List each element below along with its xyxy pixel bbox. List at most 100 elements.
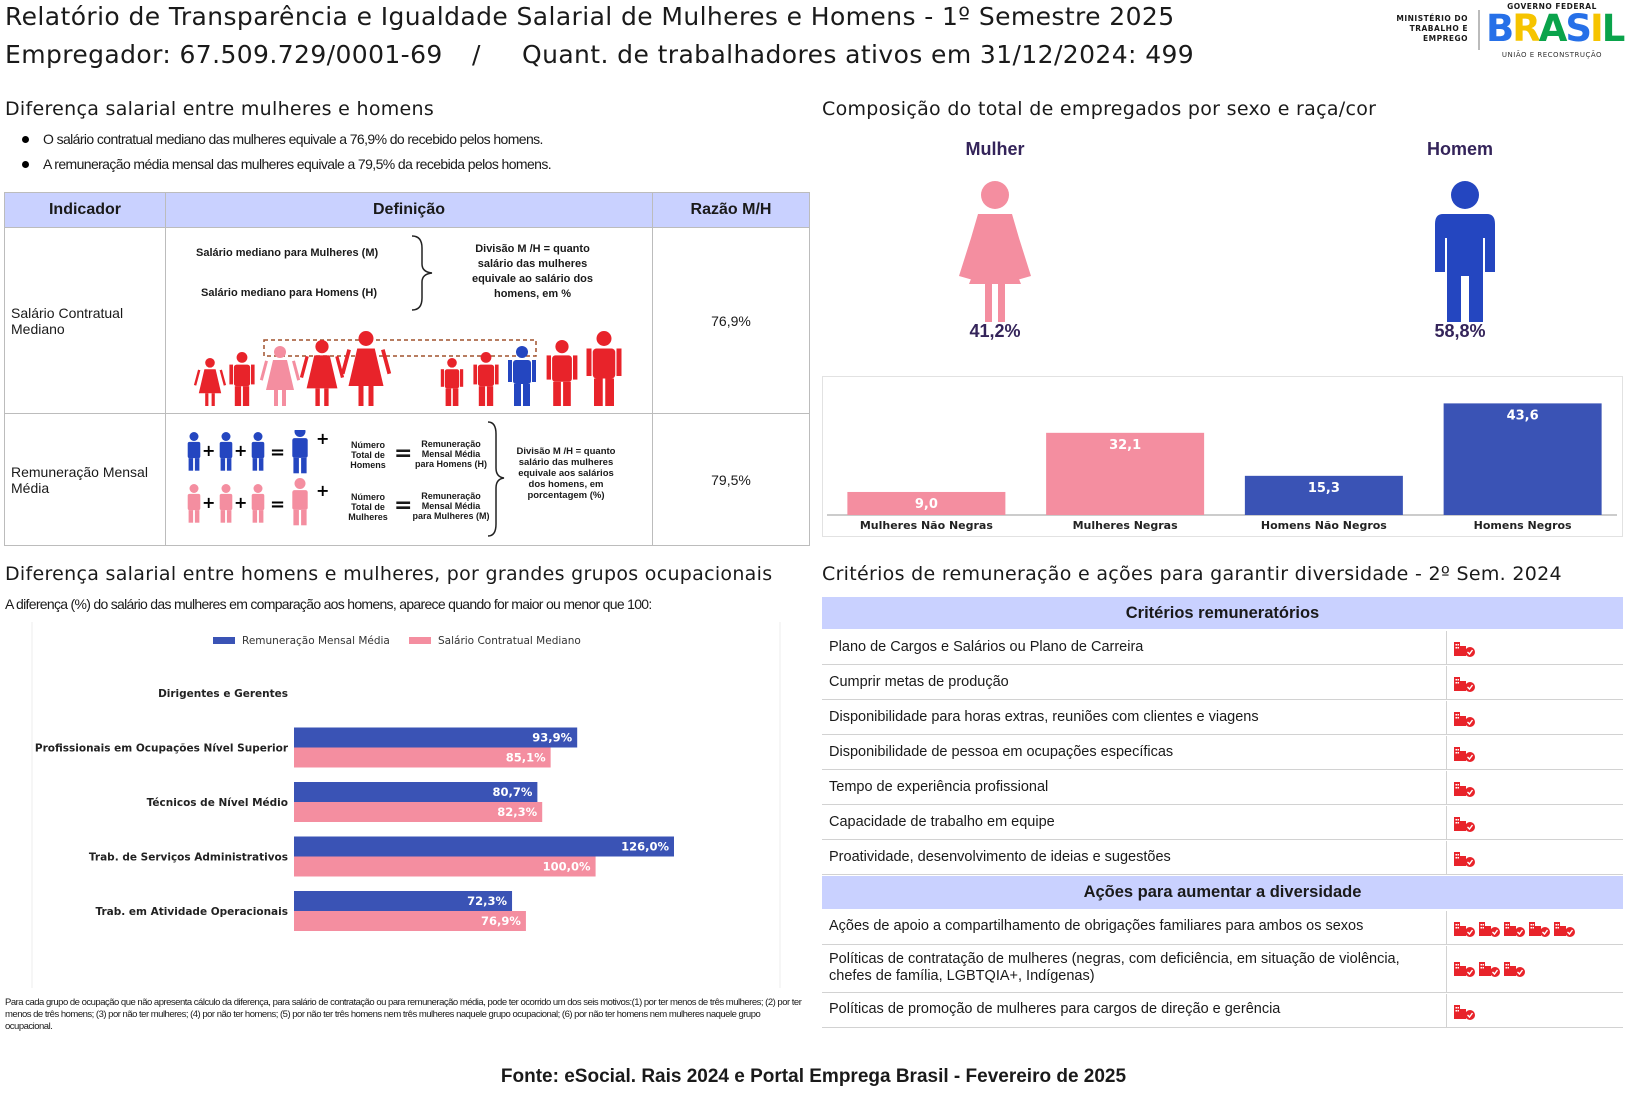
criteria-head: Critérios remuneratórios bbox=[822, 597, 1623, 629]
ministry-logo: MINISTÉRIO DO TRABALHO E EMPREGO bbox=[1396, 14, 1468, 43]
gov-logo-brasil: BRASIL bbox=[1486, 7, 1625, 50]
occupational-subtitle: A diferença (%) do salário das mulheres … bbox=[5, 596, 652, 612]
building-check-icon bbox=[1454, 962, 1475, 977]
race-bar-value: 9,0 bbox=[915, 497, 938, 512]
criteria-icons bbox=[1446, 736, 1624, 769]
occupation-bar-value: 82,3% bbox=[497, 805, 537, 819]
criteria-label: Cumprir metas de produção bbox=[829, 674, 1009, 690]
occupation-label: Trab. em Atividade Operacionais bbox=[95, 906, 288, 918]
action-label: Ações de apoio a compartilhamento de obr… bbox=[829, 918, 1364, 934]
brace-icon bbox=[411, 235, 433, 311]
race-chart: 9,0 Mulheres Não Negras 32,1 Mulheres Negra… bbox=[822, 376, 1623, 537]
criteria-row: Disponibilidade de pessoa em ocupações e… bbox=[822, 736, 1623, 770]
report-title: Relatório de Transparência e Igualdade S… bbox=[5, 2, 1175, 31]
occupation-bar-salary bbox=[294, 911, 526, 931]
race-category-label: Mulheres Negras bbox=[1073, 519, 1178, 532]
def-division-contractual: Divisão M /H = quanto salário das mulher… bbox=[471, 243, 594, 300]
men-label: Homem bbox=[1426, 139, 1493, 159]
person-icon bbox=[219, 484, 233, 523]
gov-logo-bottom: UNIÃO E RECONSTRUÇÃO bbox=[1501, 51, 1603, 59]
action-icons bbox=[1446, 911, 1624, 944]
plus-icon: + bbox=[234, 441, 247, 460]
person-icon bbox=[187, 484, 201, 523]
criteria-row: Tempo de experiência profissional bbox=[822, 771, 1623, 805]
action-icons bbox=[1446, 946, 1624, 992]
race-bar bbox=[1046, 432, 1205, 515]
col-indicator: Indicador bbox=[4, 192, 166, 228]
occupation-bar-remuneration bbox=[294, 782, 538, 802]
action-row: Políticas de promoção de mulheres para c… bbox=[822, 994, 1623, 1028]
occupation-label: Dirigentes e Gerentes bbox=[158, 688, 288, 700]
indicator-contractual: Salário Contratual Mediano bbox=[4, 227, 166, 414]
criteria-row: Disponibilidade para horas extras, reuni… bbox=[822, 701, 1623, 735]
building-check-icon bbox=[1454, 712, 1475, 727]
criteria-label: Capacidade de trabalho em equipe bbox=[829, 814, 1055, 830]
occupation-label: Trab. de Serviços Administrativos bbox=[89, 852, 288, 864]
equals-men-icon: = bbox=[394, 441, 413, 466]
criteria-icons bbox=[1446, 806, 1624, 839]
building-check-icon bbox=[1479, 922, 1500, 937]
person-icon bbox=[219, 432, 233, 471]
col-ratio: Razão M/H bbox=[652, 192, 810, 228]
occupation-bar-salary bbox=[294, 747, 551, 768]
header-separator: / bbox=[472, 40, 481, 69]
salary-diff-title: Diferença salarial entre mulheres e home… bbox=[5, 98, 435, 120]
person-icon bbox=[292, 478, 308, 526]
occupation-label: Profissionais em Ocupações Nível Superio… bbox=[35, 743, 289, 755]
criteria-title: Critérios de remuneração e ações para ga… bbox=[822, 563, 1562, 585]
woman-icon bbox=[959, 181, 1031, 322]
equals-icon: = bbox=[270, 442, 285, 463]
criteria-label: Disponibilidade para horas extras, reuni… bbox=[829, 709, 1259, 725]
person-icon bbox=[292, 430, 308, 474]
occupation-bar-remuneration bbox=[294, 727, 578, 748]
composition-title: Composição do total de empregados por se… bbox=[822, 98, 1377, 120]
race-bar-value: 15,3 bbox=[1308, 481, 1340, 496]
criteria-icons bbox=[1446, 666, 1624, 699]
legend-remuneration: Remuneração Mensal Média bbox=[242, 635, 390, 647]
person-icon bbox=[473, 352, 499, 406]
occupational-chart: Remuneração Mensal Média Salário Contratu… bbox=[31, 622, 781, 988]
women-label: Mulher bbox=[965, 139, 1025, 159]
criteria-icons bbox=[1446, 701, 1624, 734]
criteria-label: Tempo de experiência profissional bbox=[829, 779, 1049, 795]
occupation-bar-value: 76,9% bbox=[481, 914, 521, 928]
def-women-median: Salário mediano para Mulheres (M) bbox=[196, 247, 379, 259]
criteria-icons bbox=[1446, 841, 1624, 874]
building-check-icon bbox=[1504, 962, 1525, 977]
building-check-icon bbox=[1554, 922, 1575, 937]
race-bar-value: 32,1 bbox=[1109, 438, 1141, 453]
equals-women-icon: = bbox=[394, 493, 413, 518]
plus-icon: + bbox=[202, 441, 215, 460]
plus-icon: + bbox=[234, 493, 247, 512]
occupation-bar-value: 80,7% bbox=[492, 785, 532, 799]
avg-women-label: Remuneração Mensal Média para Mulheres (… bbox=[412, 491, 490, 521]
person-icon bbox=[229, 352, 255, 406]
race-bar-value: 43,6 bbox=[1507, 408, 1539, 423]
footer-source: Fonte: eSocial. Rais 2024 e Portal Empre… bbox=[500, 1066, 1127, 1087]
action-row: Políticas de contratação de mulheres (ne… bbox=[822, 946, 1623, 993]
logo-divider bbox=[1478, 10, 1480, 50]
avg-men-label: Remuneração Mensal Média para Homens (H) bbox=[414, 439, 487, 469]
building-check-icon bbox=[1454, 852, 1475, 867]
building-check-icon bbox=[1454, 747, 1475, 762]
action-icons bbox=[1446, 994, 1624, 1027]
building-check-icon bbox=[1529, 922, 1550, 937]
building-check-icon bbox=[1454, 922, 1475, 937]
occupation-bar-salary bbox=[294, 802, 543, 822]
equals-icon: = bbox=[270, 494, 285, 515]
person-icon bbox=[586, 331, 622, 406]
brace-icon-2 bbox=[487, 421, 505, 537]
bullet-contractual: O salário contratual mediano das mulhere… bbox=[22, 131, 543, 147]
action-row: Ações de apoio a compartilhamento de obr… bbox=[822, 911, 1623, 945]
race-bar bbox=[1244, 475, 1403, 515]
women-pct: 41,2% bbox=[969, 321, 1021, 341]
person-icon bbox=[440, 358, 464, 406]
person-icon bbox=[251, 484, 265, 523]
people-sum-icon: + + = + + + = + bbox=[187, 430, 329, 526]
total-women-label: Número Total de Mulheres bbox=[348, 492, 388, 522]
occupation-bar-value: 100,0% bbox=[543, 860, 591, 874]
person-icon bbox=[259, 346, 301, 406]
race-bar bbox=[847, 491, 1006, 515]
building-check-icon bbox=[1454, 677, 1475, 692]
men-pct: 58,8% bbox=[1434, 321, 1486, 341]
